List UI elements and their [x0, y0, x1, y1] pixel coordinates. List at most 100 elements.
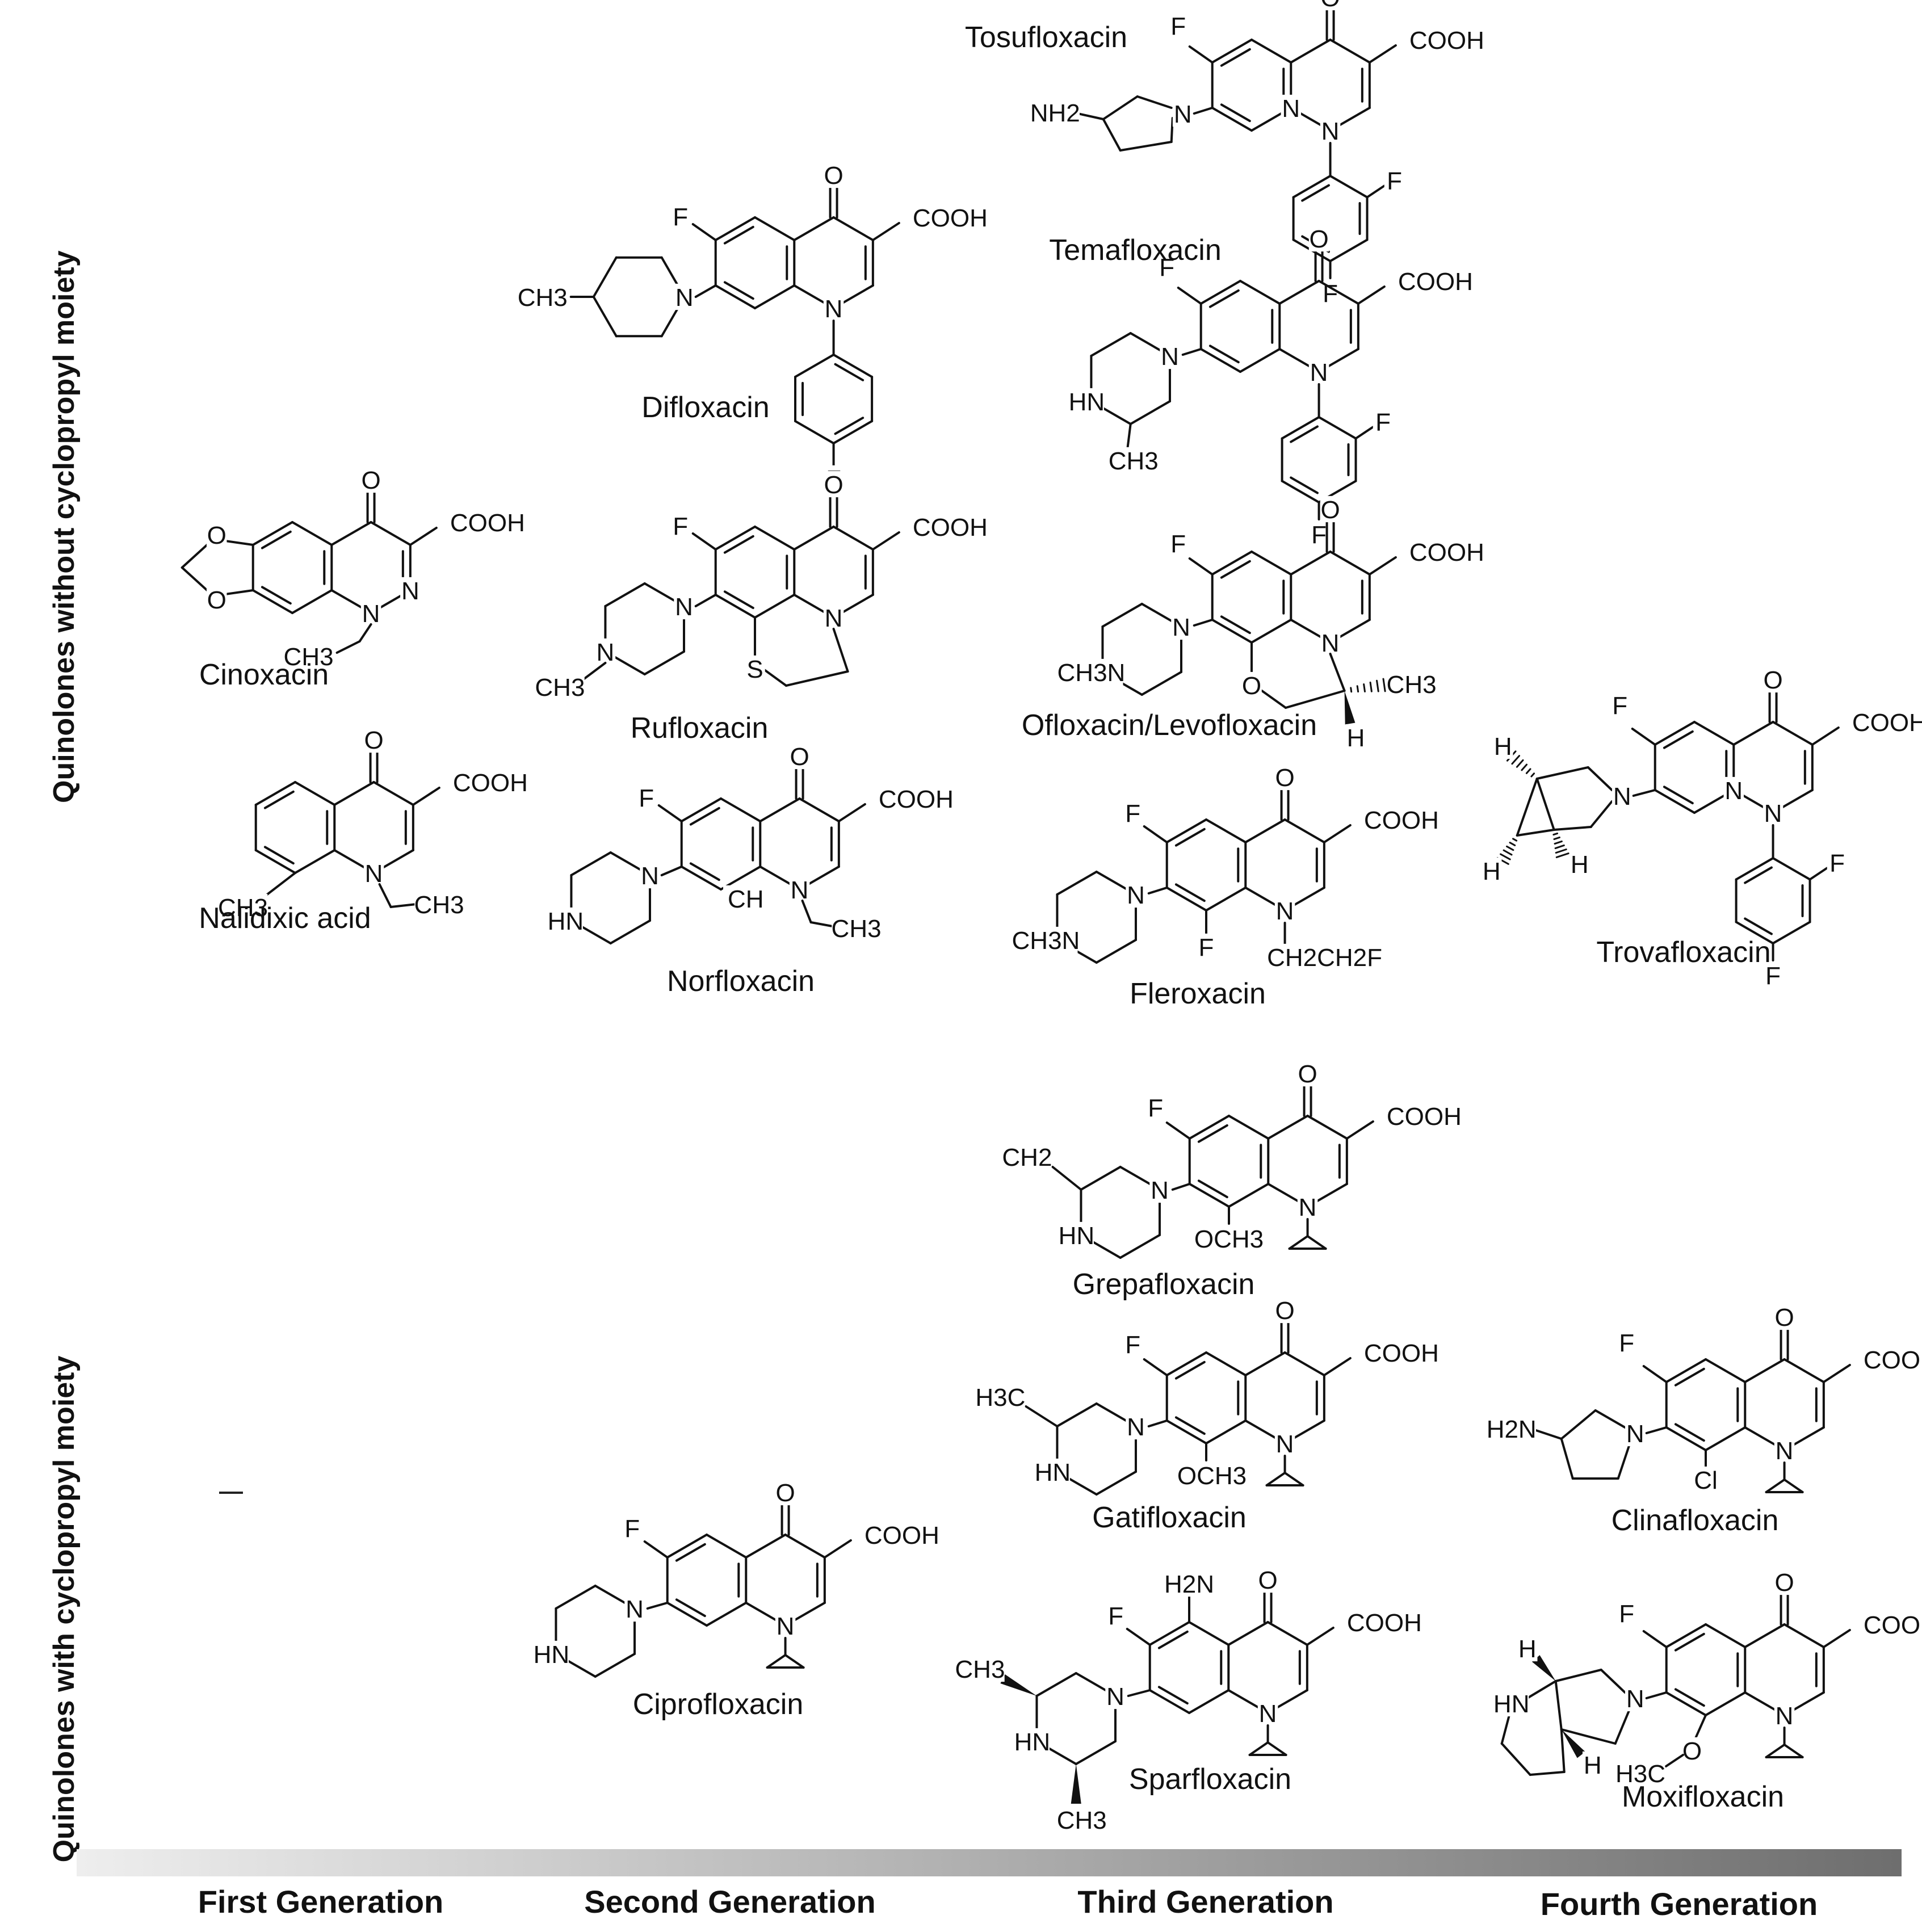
bond — [1705, 1426, 1747, 1451]
atom-label-background — [1059, 658, 1123, 686]
atom-h2: H — [1571, 851, 1589, 879]
bond — [1306, 1115, 1348, 1140]
bond — [1665, 1426, 1707, 1451]
bond — [1248, 1741, 1269, 1756]
bond — [1329, 238, 1369, 262]
bond — [1665, 1754, 1684, 1767]
bond — [1529, 1771, 1566, 1776]
atom-label-background — [1858, 1346, 1922, 1373]
bond — [1525, 768, 1531, 774]
bond — [1317, 416, 1357, 440]
bond — [809, 921, 834, 927]
bond — [1323, 824, 1352, 843]
atom-label-background — [284, 642, 333, 670]
atom-f: F — [1108, 1602, 1123, 1630]
atom-label-background — [745, 655, 765, 682]
atom-label-background — [823, 295, 844, 322]
atom-f: F — [1612, 692, 1627, 720]
bond — [1228, 1115, 1270, 1140]
bond — [1188, 1689, 1230, 1714]
atom-label-background — [1126, 881, 1146, 908]
atom-o-keto: O — [824, 471, 843, 499]
bond — [1589, 800, 1613, 828]
atom-label-background — [1156, 253, 1177, 280]
atom-label-background — [1404, 538, 1468, 565]
bond — [1772, 857, 1811, 881]
atom-hn: HN — [548, 908, 584, 935]
generation-label-fourth: Fourth Generation — [1540, 1886, 1818, 1922]
atom-label-background — [1122, 1330, 1143, 1358]
ofloxacin-structure: O COOH N F N CH3N O CH3 H Ofloxacin/Levofloxacin — [1022, 496, 1484, 752]
atom-label-background — [1373, 408, 1394, 435]
bond — [1560, 1728, 1617, 1745]
bond — [1056, 871, 1098, 896]
atom-o-ring: O — [1242, 672, 1261, 700]
atom-label-background — [1057, 1806, 1106, 1833]
bond — [592, 256, 618, 298]
bond — [1772, 721, 1814, 746]
atom-ch3: CH3 — [1387, 671, 1437, 699]
atom-n8: N — [1282, 95, 1300, 123]
atom-label-background — [1723, 776, 1744, 804]
bond — [1281, 480, 1320, 503]
bond — [1165, 887, 1207, 912]
atom-hn: HN — [1493, 1690, 1530, 1718]
atom-label-background — [1582, 1751, 1603, 1778]
bond — [1095, 1471, 1137, 1496]
atom-o-keto: O — [1763, 666, 1782, 694]
atom-label-background — [1145, 1094, 1166, 1121]
bond — [1250, 39, 1292, 64]
bond — [832, 354, 874, 378]
bond — [1783, 1623, 1825, 1648]
grepafloxacin-name: Grepafloxacin — [1073, 1268, 1255, 1301]
bond — [1283, 1351, 1325, 1376]
atom-cooh: COOH — [453, 769, 528, 797]
atom-o-keto: O — [1309, 225, 1328, 253]
bond — [1744, 1623, 1786, 1648]
bond — [1693, 721, 1735, 746]
atom-n-pip: N — [1151, 1177, 1169, 1204]
bond — [691, 532, 717, 551]
atom-label-background — [1196, 933, 1216, 960]
atom-label-background — [535, 673, 585, 700]
atom-n1: N — [825, 295, 843, 323]
atom-h3: H — [1483, 858, 1501, 885]
atom-label-background — [1014, 1728, 1050, 1755]
bond — [291, 589, 333, 614]
bond — [1188, 1115, 1230, 1140]
bond — [691, 223, 717, 241]
atom-n1: N — [1764, 800, 1782, 828]
bond — [1631, 728, 1656, 746]
cinoxacin-name: Cinoxacin — [199, 658, 329, 691]
bond — [714, 526, 756, 551]
bond — [834, 417, 865, 435]
atom-o-keto: O — [1275, 764, 1294, 792]
bond — [1811, 726, 1840, 746]
bond — [784, 1534, 826, 1559]
bond — [793, 216, 835, 241]
bond — [666, 1534, 708, 1559]
atom-n-pip: N — [675, 593, 693, 621]
bond — [1516, 778, 1538, 837]
atom-label-background — [1384, 167, 1405, 194]
atom-nh2: NH2 — [1030, 99, 1080, 127]
bond — [1705, 1691, 1747, 1716]
bond — [604, 582, 646, 607]
difloxacin-name: Difloxacin — [641, 391, 769, 424]
atom-label-background — [1359, 806, 1423, 833]
bond — [1663, 786, 1694, 805]
atom-n-pip: N — [1127, 1413, 1145, 1441]
atom-label-background — [1105, 1682, 1126, 1710]
tosufloxacin-name: Tosufloxacin — [965, 21, 1127, 54]
atom-label-background — [1345, 724, 1366, 751]
atom-n1: N — [1321, 117, 1340, 145]
atom-ch3: CH3 — [1109, 447, 1159, 475]
bond — [680, 866, 722, 891]
atom-f: F — [624, 1515, 640, 1543]
bond — [1281, 416, 1320, 440]
atom-label-background — [1149, 1176, 1170, 1203]
bond — [1765, 1479, 1786, 1493]
bond — [1765, 1744, 1786, 1758]
atom-n1: N — [777, 1612, 795, 1640]
